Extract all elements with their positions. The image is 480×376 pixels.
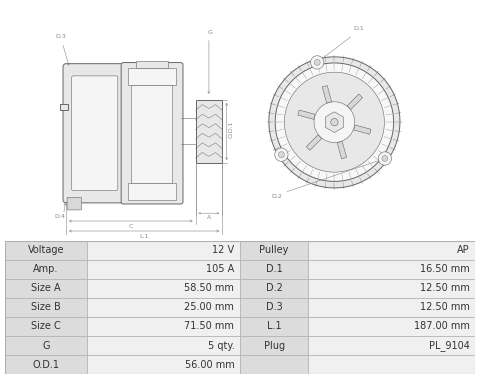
Circle shape xyxy=(331,118,338,126)
Text: A: A xyxy=(207,215,211,220)
Bar xyxy=(131,85,171,183)
Text: 16.50 mm: 16.50 mm xyxy=(420,264,469,274)
Polygon shape xyxy=(306,135,322,150)
Bar xyxy=(195,100,222,163)
Text: Size C: Size C xyxy=(31,321,61,332)
Text: O.D.1: O.D.1 xyxy=(33,359,60,370)
Text: C: C xyxy=(129,224,133,229)
Circle shape xyxy=(278,152,284,158)
Text: O.D.1: O.D.1 xyxy=(229,121,234,138)
Text: Size A: Size A xyxy=(31,283,61,293)
Bar xyxy=(5,260,87,279)
Text: D.4: D.4 xyxy=(54,214,65,220)
Bar xyxy=(136,61,168,68)
Text: D.2: D.2 xyxy=(265,283,283,293)
Text: G: G xyxy=(42,341,50,350)
Bar xyxy=(5,317,87,336)
Text: 187.00 mm: 187.00 mm xyxy=(414,321,469,332)
Circle shape xyxy=(314,59,320,65)
Text: 71.50 mm: 71.50 mm xyxy=(184,321,234,332)
Bar xyxy=(128,183,176,200)
Bar xyxy=(5,298,87,317)
Bar xyxy=(5,336,87,355)
Bar xyxy=(5,241,87,260)
Circle shape xyxy=(275,148,288,161)
Text: 12 V: 12 V xyxy=(212,245,234,255)
Text: L.1: L.1 xyxy=(267,321,281,332)
Bar xyxy=(87,317,240,336)
Text: D.2: D.2 xyxy=(272,194,282,199)
Bar xyxy=(308,336,475,355)
Circle shape xyxy=(275,63,394,181)
Text: G: G xyxy=(207,30,212,35)
FancyBboxPatch shape xyxy=(121,62,183,204)
Polygon shape xyxy=(354,125,371,134)
Bar xyxy=(240,260,308,279)
Text: Amp.: Amp. xyxy=(33,264,59,274)
Polygon shape xyxy=(298,110,315,119)
FancyBboxPatch shape xyxy=(72,76,118,191)
Bar xyxy=(87,355,240,374)
Text: AP: AP xyxy=(457,245,469,255)
Bar xyxy=(87,336,240,355)
Circle shape xyxy=(314,102,355,143)
Text: 58.50 mm: 58.50 mm xyxy=(184,283,234,293)
Polygon shape xyxy=(322,86,332,103)
Bar xyxy=(128,68,176,85)
Text: 25.00 mm: 25.00 mm xyxy=(184,302,234,312)
Bar xyxy=(240,336,308,355)
Text: 5 qty.: 5 qty. xyxy=(208,341,234,350)
FancyBboxPatch shape xyxy=(67,197,82,210)
Text: D.1: D.1 xyxy=(266,264,282,274)
Bar xyxy=(308,279,475,298)
Bar xyxy=(240,279,308,298)
Polygon shape xyxy=(337,141,347,159)
Circle shape xyxy=(285,72,384,172)
Bar xyxy=(240,355,308,374)
Bar xyxy=(60,104,68,110)
Text: 12.50 mm: 12.50 mm xyxy=(420,283,469,293)
Text: PL_9104: PL_9104 xyxy=(429,340,469,351)
Text: D.1: D.1 xyxy=(354,26,364,31)
Text: 105 A: 105 A xyxy=(206,264,234,274)
Polygon shape xyxy=(347,94,362,109)
Text: Voltage: Voltage xyxy=(28,245,64,255)
Text: 56.00 mm: 56.00 mm xyxy=(185,359,234,370)
Bar xyxy=(308,355,475,374)
Text: D.3: D.3 xyxy=(266,302,282,312)
Bar xyxy=(308,241,475,260)
Bar xyxy=(240,241,308,260)
Polygon shape xyxy=(269,57,400,188)
Text: D.3: D.3 xyxy=(56,34,67,39)
Bar xyxy=(87,279,240,298)
Circle shape xyxy=(378,152,392,165)
Text: Size B: Size B xyxy=(31,302,61,312)
Polygon shape xyxy=(325,112,343,132)
Circle shape xyxy=(311,56,324,69)
Bar xyxy=(5,355,87,374)
Bar xyxy=(87,260,240,279)
Bar xyxy=(5,279,87,298)
Circle shape xyxy=(382,156,388,161)
Text: Plug: Plug xyxy=(264,341,285,350)
Bar xyxy=(87,298,240,317)
Bar xyxy=(240,298,308,317)
Text: 12.50 mm: 12.50 mm xyxy=(420,302,469,312)
Bar xyxy=(308,260,475,279)
Bar xyxy=(240,317,308,336)
Bar xyxy=(308,298,475,317)
FancyBboxPatch shape xyxy=(63,64,126,203)
Text: L.1: L.1 xyxy=(139,234,149,239)
Bar xyxy=(87,241,240,260)
Text: Pulley: Pulley xyxy=(259,245,289,255)
Bar xyxy=(308,317,475,336)
